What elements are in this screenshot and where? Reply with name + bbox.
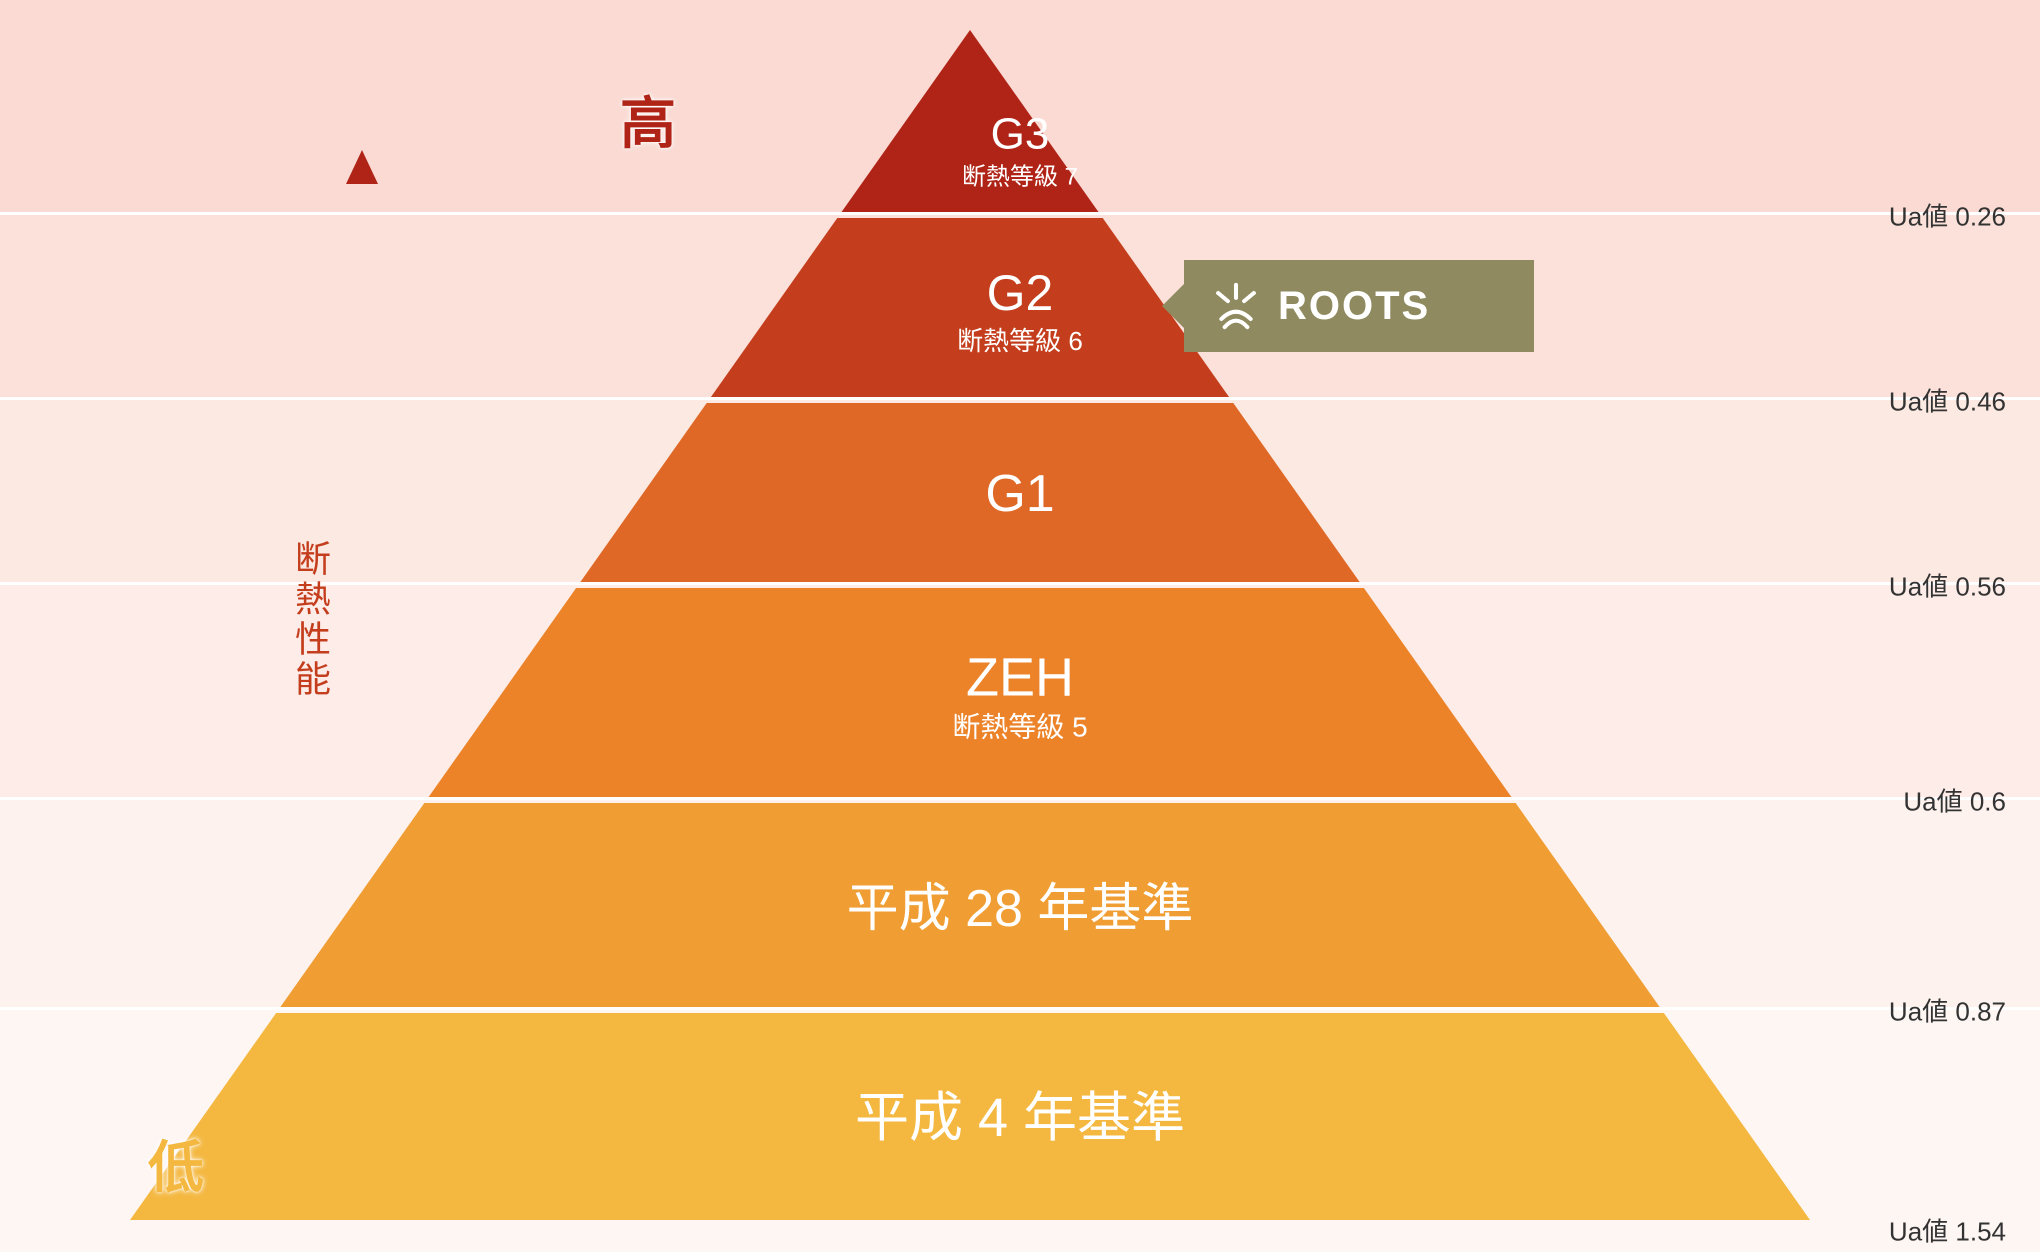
pyramid-tier bbox=[711, 218, 1229, 397]
roots-badge-text: ROOTS bbox=[1278, 284, 1430, 329]
roots-badge: ROOTS bbox=[1184, 260, 1534, 352]
pyramid-tier bbox=[280, 803, 1659, 1007]
axis-label-mid: 断熱性能 bbox=[284, 540, 336, 700]
pyramid-tiers bbox=[130, 30, 1810, 1220]
pyramid-tier bbox=[130, 1013, 1810, 1220]
pyramid-tier bbox=[429, 588, 1512, 797]
infographic-canvas: Ua値 0.26Ua値 0.46Ua値 0.56Ua値 0.6Ua値 0.87U… bbox=[0, 0, 2040, 1252]
roots-badge-pointer bbox=[1162, 284, 1184, 328]
pyramid-tier bbox=[842, 30, 1099, 212]
axis-label-low: 低 bbox=[148, 1140, 204, 1196]
pyramid-tier bbox=[580, 403, 1359, 582]
axis-label-high: 高 bbox=[620, 96, 676, 152]
roots-logo-icon bbox=[1210, 280, 1262, 332]
